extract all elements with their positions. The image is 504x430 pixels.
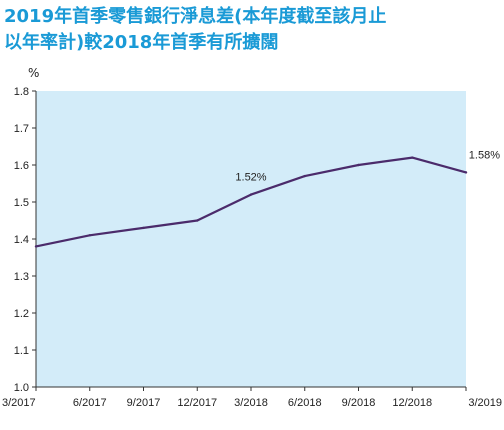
data-point <box>196 219 199 222</box>
data-point <box>88 234 91 237</box>
y-tick-label: 1.0 <box>14 382 29 394</box>
x-tick-label: 3/2019 <box>468 397 502 409</box>
y-tick-label: 1.8 <box>14 86 29 98</box>
x-tick-label: 9/2018 <box>342 397 376 409</box>
x-tick-label: 3/2018 <box>234 397 268 409</box>
data-point <box>249 193 253 196</box>
chart-title-line-2: 以年率計)較2018年首季有所擴闊 <box>4 32 279 53</box>
data-point <box>357 163 360 167</box>
data-point <box>411 156 414 159</box>
y-tick-label: 1.6 <box>14 160 29 172</box>
x-tick-label: 6/2018 <box>288 397 322 409</box>
data-label: 1.58% <box>469 149 500 161</box>
plot-area <box>36 91 466 387</box>
y-tick-label: 1.5 <box>14 197 29 209</box>
y-tick-label: 1.3 <box>14 271 29 283</box>
data-label: 1.52% <box>235 172 266 184</box>
data-point <box>34 245 38 248</box>
x-tick-label: 12/2018 <box>392 397 432 409</box>
x-tick-label: 3/2017 <box>2 397 36 409</box>
y-tick-label: 1.1 <box>14 345 29 357</box>
data-point <box>464 171 468 174</box>
x-tick-label: 12/2017 <box>177 397 217 409</box>
y-tick-label: 1.2 <box>14 308 29 320</box>
x-tick-label: 9/2017 <box>127 397 161 409</box>
y-tick-label: 1.7 <box>14 123 29 135</box>
chart-title: 2019年首季零售銀行淨息差(本年度截至該月止 以年率計)較2018年首季有所擴… <box>4 4 500 56</box>
x-tick-label: 6/2017 <box>73 397 107 409</box>
y-tick-label: 1.4 <box>14 234 29 246</box>
chart-title-line-1: 2019年首季零售銀行淨息差(本年度截至該月止 <box>4 6 387 27</box>
data-point <box>303 174 306 178</box>
y-axis-unit-label: % <box>28 66 40 80</box>
data-point <box>142 226 145 230</box>
